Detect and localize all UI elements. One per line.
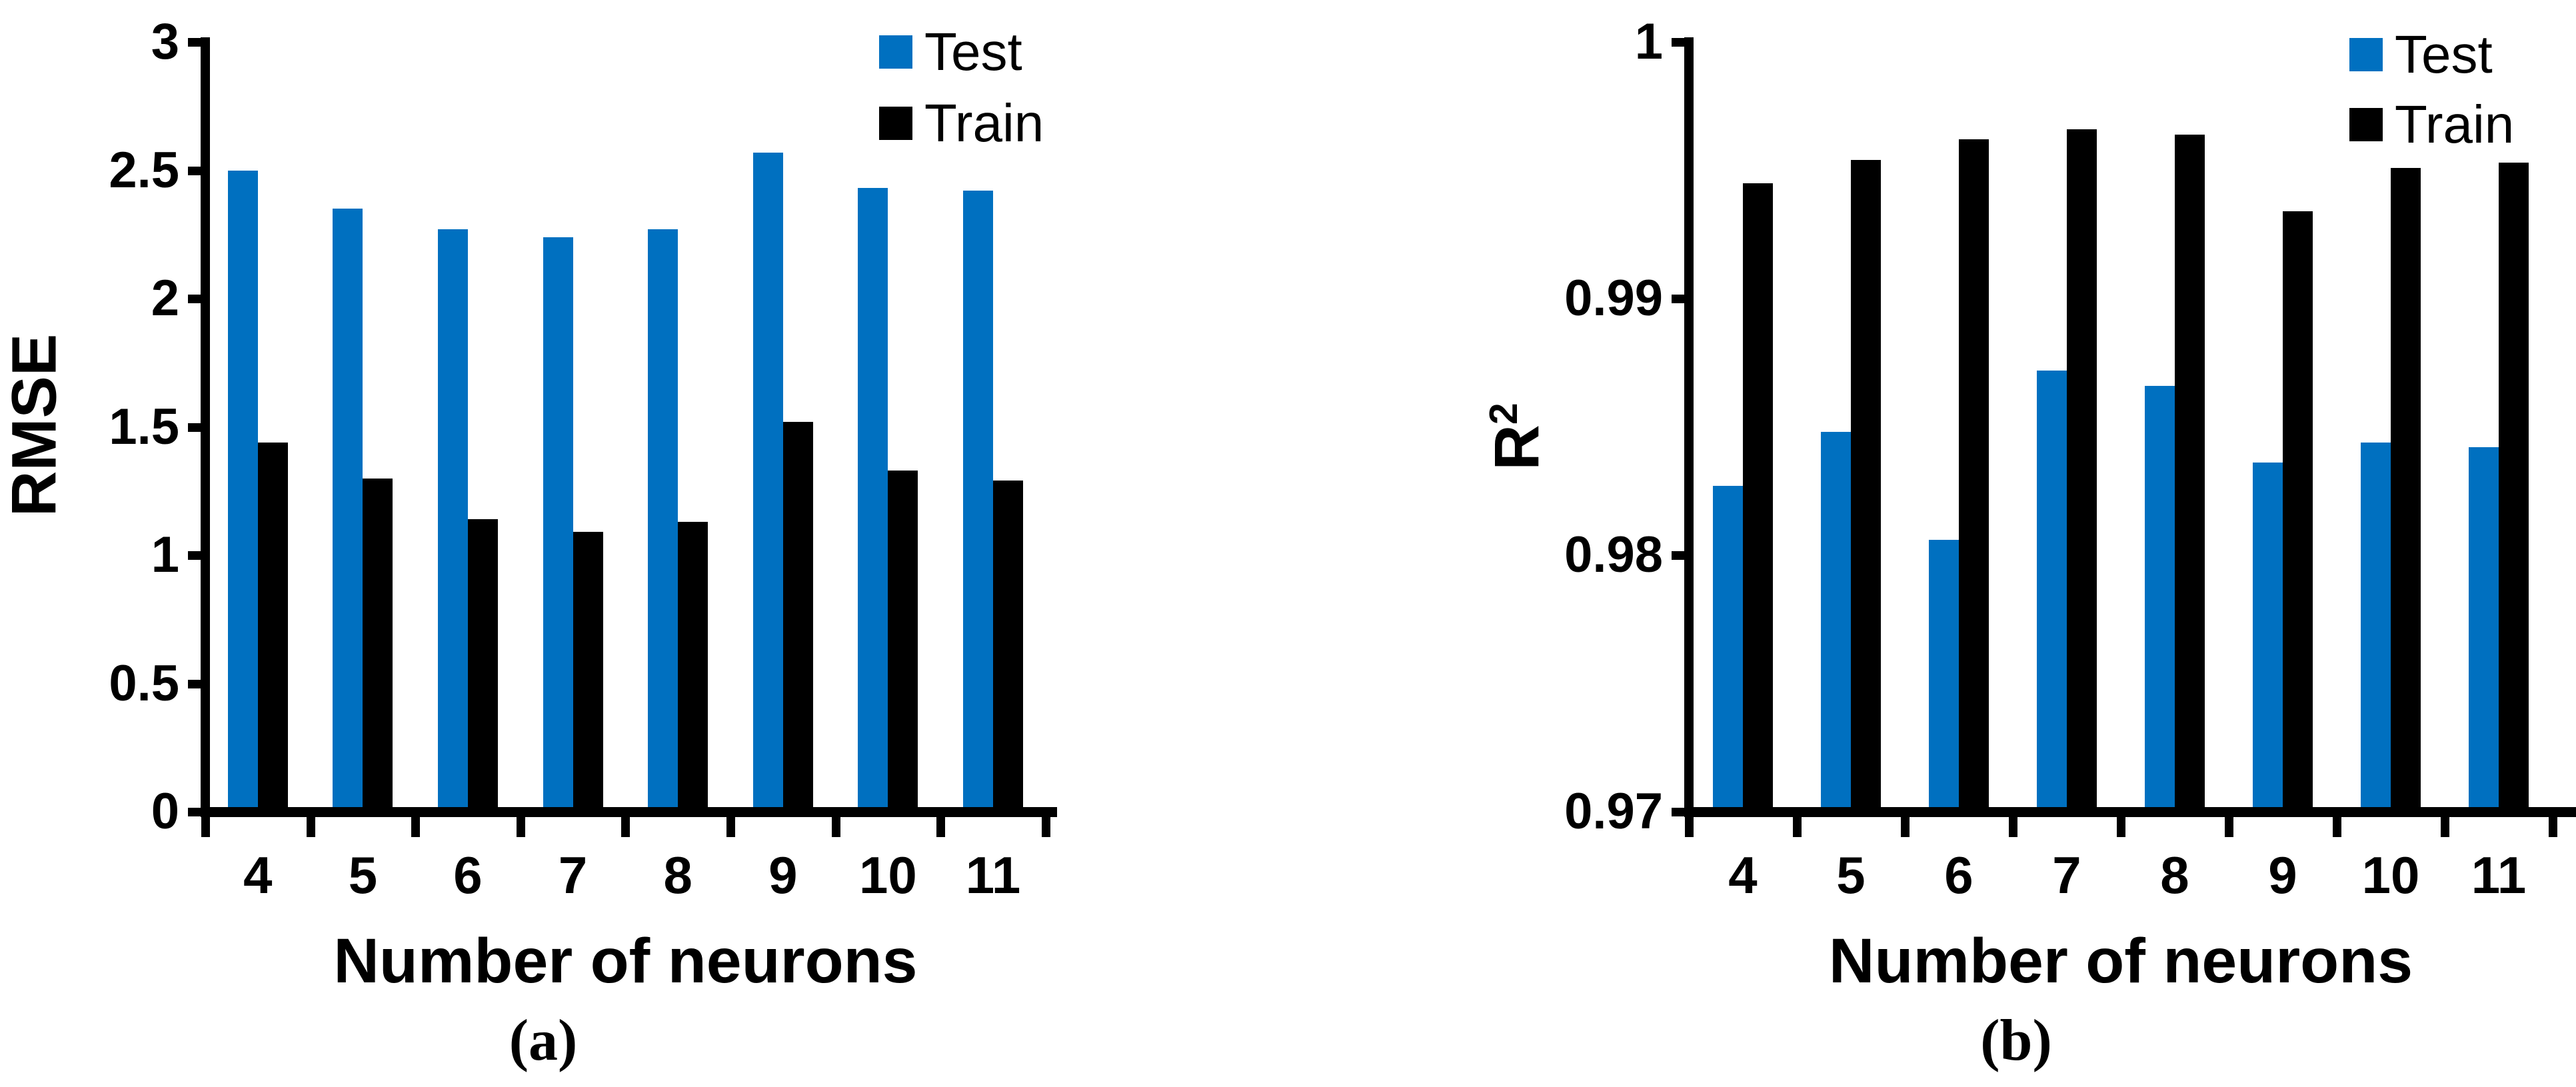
x-tick [2441,814,2449,837]
bar-train-7 [2067,129,2097,812]
x-tick [831,814,840,837]
x-tick [2225,814,2233,837]
x-tick-label: 8 [2160,846,2189,904]
bar-train-9 [2283,211,2313,812]
bar-train-11 [993,481,1023,812]
bar-test-9 [752,152,783,812]
x-tick [1041,814,1050,837]
x-tick [306,814,315,837]
bar-test-9 [2253,463,2283,812]
bar-test-6 [438,229,468,812]
chart-panel-a: 4 5 6 7 8 9 10 11 0 0.5 1 1.5 2 2.5 3 Test Train RMSE Numb… [0,0,1286,1087]
legend-test-label: Test [924,22,1022,81]
x-tick-label: 8 [663,846,692,904]
bar-train-5 [1851,160,1881,812]
bar-test-5 [333,209,363,812]
x-tick [2549,814,2557,837]
legend-train-label: Train [924,93,1044,153]
y-axis-line [1684,37,1694,816]
x-tick [1901,814,1910,837]
y-axis-line [201,37,210,816]
bar-train-10 [2391,167,2421,812]
x-tick [411,814,421,837]
x-tick-label: 7 [2052,846,2081,904]
y-axis-title: R2 [1482,403,1553,471]
bar-test-7 [2037,370,2067,812]
x-tick [1793,814,1802,837]
x-tick-label: 11 [965,846,1021,904]
bar-test-5 [1821,432,1851,812]
x-tick [726,814,735,837]
bar-test-4 [227,170,258,812]
bar-train-6 [1959,139,1989,812]
chart-panel-b: 4 5 6 7 8 9 10 11 0.97 0.98 0.99 1 Test Train R2 Number… [1290,0,2576,1087]
bar-test-4 [1713,486,1743,812]
x-axis-title: Number of neurons [1828,926,2413,996]
bar-test-6 [1929,539,1959,812]
subfigure-caption: (b) [1980,1008,2052,1073]
x-tick-label: 4 [1728,846,1758,904]
bar-test-10 [2361,442,2391,812]
bar-test-11 [963,191,993,812]
subfigure-caption: (a) [509,1008,578,1073]
bar-train-11 [2499,162,2529,812]
y-tick-label: 1 [1634,13,1663,70]
legend-train-swatch [2349,108,2383,141]
bar-test-7 [543,237,573,812]
x-tick [2009,814,2017,837]
x-axis-title: Number of neurons [333,926,918,996]
bar-test-11 [2469,447,2499,812]
legend-test-swatch [2349,38,2383,71]
x-tick [516,814,525,837]
y-tick-label: 2.5 [109,141,179,199]
bar-train-5 [363,478,393,812]
legend-test-label: Test [2395,25,2493,84]
x-tick-label: 6 [453,846,483,904]
x-tick-label: 9 [2268,846,2297,904]
y-tick-label: 0.98 [1564,527,1663,583]
x-tick-label: 9 [768,846,798,904]
y-tick-label: 0.97 [1564,783,1663,840]
x-tick-label: 10 [2361,846,2420,904]
bar-test-8 [648,229,678,812]
x-tick-label: 10 [859,846,917,904]
bar-test-8 [2145,385,2175,812]
y-tick-label: 1 [151,527,179,583]
x-tick-label: 6 [1944,846,1973,904]
y-tick-label: 0 [151,783,179,840]
x-tick [621,814,631,837]
bar-train-9 [782,421,813,812]
x-tick [2117,814,2125,837]
y-tick-label: 2 [151,270,179,327]
legend-test-swatch [879,35,912,69]
x-tick-label: 5 [1836,846,1866,904]
y-tick-label: 0.99 [1564,270,1663,327]
bar-train-8 [2175,134,2205,812]
x-tick [936,814,946,837]
bar-train-8 [678,521,708,812]
x-tick [201,814,210,837]
bar-test-10 [858,188,888,812]
x-axis-line [201,807,1057,817]
y-tick-label: 3 [151,13,179,70]
legend-train-swatch [879,107,912,140]
x-tick-label: 5 [348,846,378,904]
x-tick-label: 11 [2471,846,2527,904]
x-tick-label: 4 [243,846,273,904]
bar-train-7 [573,532,603,812]
y-tick-label: 0.5 [109,654,179,712]
bar-train-4 [257,442,288,812]
bar-train-4 [1743,183,1773,812]
x-tick [1685,814,1694,837]
y-tick-label: 1.5 [109,398,179,455]
bar-train-10 [888,470,918,812]
x-tick-label: 7 [558,846,588,904]
x-tick [2333,814,2341,837]
y-axis-title: RMSE [0,333,70,517]
x-axis-line [1684,807,2576,817]
bar-train-6 [468,519,498,812]
legend-train-label: Train [2395,95,2515,154]
